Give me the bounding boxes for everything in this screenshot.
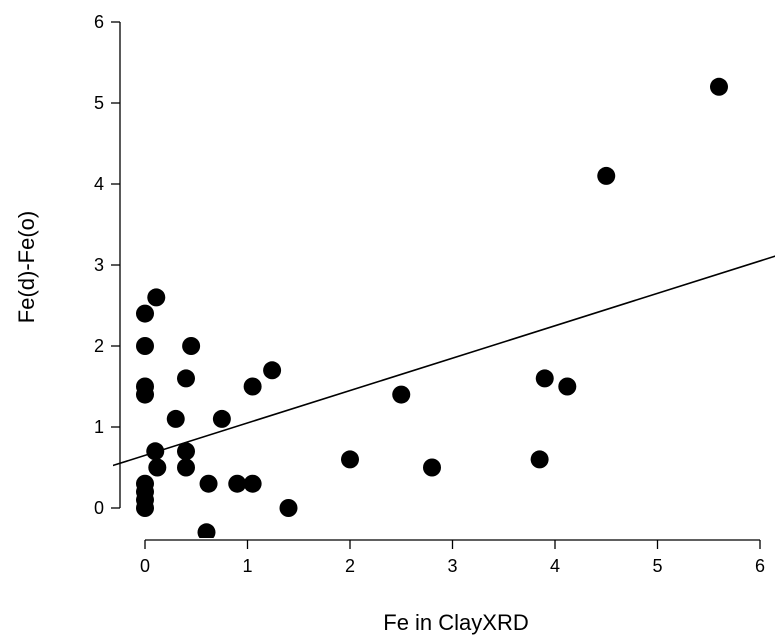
x-tick-label: 0 xyxy=(140,556,150,576)
y-tick-label: 5 xyxy=(94,93,104,113)
data-point xyxy=(423,458,441,477)
data-point xyxy=(197,523,216,538)
data-point xyxy=(341,450,359,469)
y-tick-label: 3 xyxy=(94,255,104,275)
data-points xyxy=(136,77,728,538)
data-point xyxy=(710,77,728,96)
data-point xyxy=(243,474,262,493)
y-axis: 0 1 2 3 4 5 6 xyxy=(94,12,121,518)
x-tick-label: 5 xyxy=(652,556,662,576)
y-tick-label: 4 xyxy=(94,174,104,194)
data-point xyxy=(228,474,247,493)
data-point xyxy=(177,458,195,477)
x-tick-label: 2 xyxy=(345,556,355,576)
data-point xyxy=(166,409,185,428)
data-point xyxy=(199,474,218,493)
data-point xyxy=(263,361,282,380)
data-point xyxy=(148,458,167,477)
x-tick-label: 6 xyxy=(755,556,765,576)
x-tick-label: 4 xyxy=(550,556,560,576)
y-tick-label: 1 xyxy=(94,417,104,437)
regression-line-group xyxy=(113,255,775,467)
data-point xyxy=(182,337,201,355)
data-point xyxy=(136,304,154,323)
y-tick-label: 2 xyxy=(94,336,104,356)
data-point xyxy=(279,499,298,517)
data-point xyxy=(177,442,195,461)
data-point xyxy=(243,377,262,396)
data-point xyxy=(136,337,154,355)
data-point xyxy=(146,442,165,461)
data-point xyxy=(177,369,195,388)
y-axis-label: Fe(d)-Fe(o) xyxy=(14,211,39,323)
x-tick-label: 1 xyxy=(242,556,252,576)
data-point xyxy=(147,288,166,307)
y-tick-label: 6 xyxy=(94,12,104,32)
data-point xyxy=(392,385,411,404)
y-tick-label: 0 xyxy=(94,498,104,518)
data-point xyxy=(136,377,154,396)
regression-line xyxy=(113,255,775,467)
data-point xyxy=(558,377,577,396)
x-axis: 0 1 2 3 4 5 6 xyxy=(140,539,765,576)
data-point xyxy=(597,166,616,185)
data-point xyxy=(212,409,231,428)
data-point xyxy=(530,450,549,469)
x-axis-label: Fe in ClayXRD xyxy=(383,610,528,635)
data-point xyxy=(535,369,554,388)
x-tick-label: 3 xyxy=(447,556,457,576)
data-point xyxy=(136,474,154,493)
